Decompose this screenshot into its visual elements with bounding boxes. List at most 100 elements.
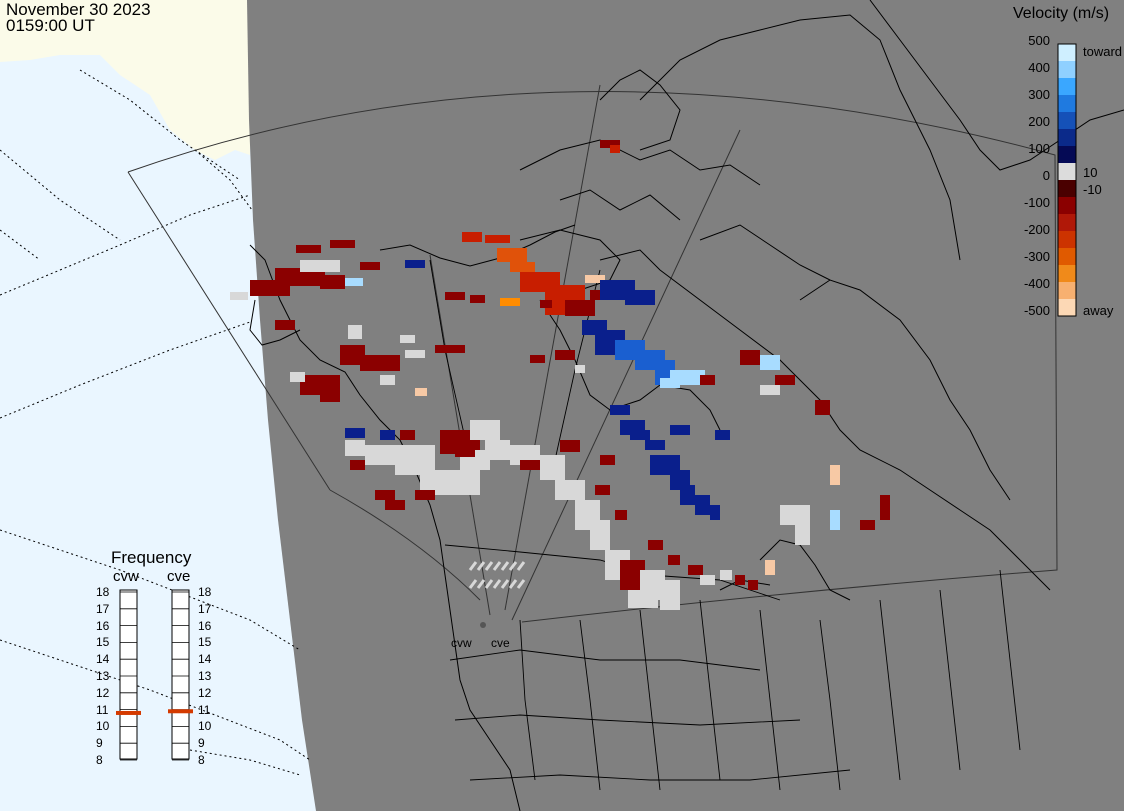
velocity-title: Velocity (m/s) — [1013, 5, 1110, 22]
velocity-cell — [348, 325, 362, 339]
velocity-cell — [415, 490, 435, 500]
velocity-cell — [600, 455, 615, 465]
colorbar-swatch — [1058, 180, 1076, 198]
fov-outline — [127, 84, 1058, 623]
velocity-cell — [400, 335, 415, 343]
velocity-cell — [300, 260, 340, 272]
velocity-cell — [468, 579, 478, 589]
velocity-cell — [350, 460, 365, 470]
frequency-title: Frequency — [111, 548, 192, 567]
velocity-cell — [540, 300, 552, 308]
velocity-cell — [775, 375, 795, 385]
colorbar-tick-label: 500 — [1028, 33, 1050, 48]
velocity-cell — [380, 430, 395, 440]
radar-label-cvw: cvw — [451, 636, 472, 650]
colorbar-swatch — [1058, 282, 1076, 300]
velocity-cell — [230, 292, 248, 300]
velocity-cell — [492, 561, 502, 571]
night-shadow — [247, 0, 1124, 811]
velocity-cell — [575, 365, 585, 373]
freq-tick-right: 9 — [198, 736, 205, 751]
colorbar-swatch — [1058, 95, 1076, 113]
velocity-cell — [830, 510, 840, 530]
velocity-cell — [630, 430, 650, 440]
colorbar-swatch — [1058, 265, 1076, 283]
velocity-cell — [345, 440, 365, 456]
away-label: away — [1083, 303, 1114, 318]
freq-marker — [116, 710, 141, 715]
velocity-cell — [530, 355, 545, 363]
colorbar-swatch — [1058, 44, 1076, 62]
colorbar-tick-label: -500 — [1023, 303, 1050, 318]
colorbar-swatch — [1058, 231, 1076, 249]
colorbar-swatch — [1058, 248, 1076, 266]
velocity-cell — [860, 520, 875, 530]
velocity-cell — [795, 520, 810, 545]
velocity-cell — [476, 561, 486, 571]
velocity-cell — [880, 495, 890, 520]
velocity-cell — [415, 388, 427, 396]
velocity-cell — [500, 579, 510, 589]
freq-radar-label-cvw: cvw — [113, 568, 139, 585]
velocity-cell — [516, 579, 526, 589]
colorbar-swatch — [1058, 299, 1076, 317]
velocity-cell — [555, 350, 575, 360]
velocity-cell — [485, 440, 510, 460]
freq-tick-left: 15 — [96, 635, 110, 650]
colorbar-swatch — [1058, 129, 1076, 147]
velocity-cell — [600, 140, 620, 148]
velocity-cell — [765, 560, 775, 575]
freq-tick-left: 18 — [96, 585, 110, 599]
velocity-cell — [345, 278, 363, 286]
velocity-cell — [462, 232, 482, 242]
velocity-cell — [500, 298, 520, 306]
velocity-cell — [760, 355, 780, 370]
velocity-cell — [330, 240, 355, 248]
freq-tick-left: 16 — [96, 618, 110, 633]
freq-tick-left: 11 — [96, 702, 109, 717]
freq-tick-right: 17 — [198, 601, 212, 616]
freq-tick-left: 12 — [96, 685, 110, 700]
freq-tick-left: 8 — [96, 753, 103, 767]
velocity-cell — [628, 590, 658, 608]
velocity-cell — [585, 275, 605, 283]
velocity-cell — [645, 440, 665, 450]
velocity-cell — [380, 375, 395, 385]
velocity-cell — [670, 425, 690, 435]
velocity-cell — [590, 520, 610, 550]
velocity-cell — [748, 580, 758, 590]
velocity-cell — [595, 345, 615, 355]
velocity-cell — [760, 385, 780, 395]
velocity-cell — [484, 579, 494, 589]
velocity-cell — [615, 510, 627, 520]
velocity-cell — [710, 505, 720, 520]
velocity-cell — [565, 300, 595, 316]
land-alaska — [0, 0, 250, 160]
velocity-cell — [360, 262, 380, 270]
velocity-cell — [516, 561, 526, 571]
freq-tick-left: 14 — [96, 652, 110, 667]
velocity-cell — [815, 400, 830, 415]
velocity-cell — [445, 292, 465, 300]
freq-tick-right: 10 — [198, 719, 212, 734]
velocity-cell — [485, 235, 510, 243]
inner-tick-neg: -10 — [1083, 182, 1102, 197]
velocity-cell — [508, 561, 518, 571]
velocity-cell — [484, 561, 494, 571]
freq-tick-left: 17 — [96, 601, 110, 616]
velocity-cell — [405, 260, 425, 268]
time-label: 0159:00 UT — [6, 16, 95, 35]
velocity-cell — [700, 375, 715, 385]
freq-tick-right: 12 — [198, 685, 212, 700]
velocity-cell — [470, 420, 500, 440]
colorbar-swatch — [1058, 112, 1076, 130]
velocity-cell — [555, 480, 585, 500]
colorbar-tick-label: 100 — [1028, 141, 1050, 156]
colorbar-tick-label: -400 — [1023, 276, 1050, 291]
toward-label: toward — [1083, 44, 1123, 59]
velocity-cell — [668, 555, 680, 565]
velocity-cell — [510, 262, 535, 272]
velocity-cell — [320, 275, 345, 289]
velocity-colorbar — [1057, 43, 1077, 317]
date-label: November 30 2023 — [6, 0, 151, 19]
